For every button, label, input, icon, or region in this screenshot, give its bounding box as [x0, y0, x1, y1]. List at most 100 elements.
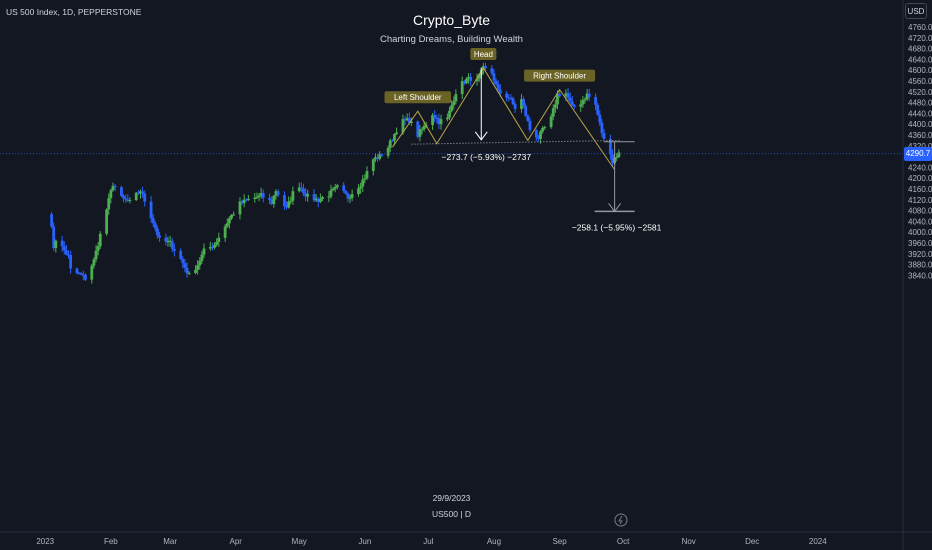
- candle-body: [217, 237, 221, 242]
- candle-body: [371, 159, 375, 172]
- head-label: Head: [474, 50, 493, 59]
- candle-body: [585, 93, 589, 100]
- y-tick-label: 3880.0: [908, 261, 932, 270]
- candle-body: [90, 265, 94, 280]
- x-tick-label: Apr: [230, 537, 243, 546]
- candle-body: [98, 233, 102, 247]
- candle-body: [120, 187, 123, 196]
- candle-body: [170, 240, 174, 249]
- candle-body: [460, 81, 464, 95]
- candle-body: [553, 104, 557, 109]
- author-title: Crypto_Byte: [412, 12, 491, 28]
- candle-body: [302, 188, 305, 194]
- y-tick-label: 4360.0: [908, 131, 932, 140]
- y-tick-label: 4320.0: [908, 142, 932, 151]
- candle-body: [329, 190, 333, 197]
- candle-body: [77, 272, 81, 274]
- candle-body: [348, 197, 352, 199]
- y-tick-label: 4160.0: [908, 185, 932, 194]
- x-tick-label: Feb: [104, 537, 118, 546]
- y-tick-label: 4760.0: [908, 23, 932, 32]
- y-tick-label: 3920.0: [908, 250, 932, 259]
- candle-body: [465, 78, 468, 84]
- candle-body: [312, 194, 316, 201]
- x-tick-label: Dec: [745, 537, 759, 546]
- candle-body: [568, 97, 572, 102]
- x-tick-label: 2023: [36, 537, 54, 546]
- candle-body: [94, 250, 98, 260]
- measure-1-label: −273.7 (−5.93%) −2737: [441, 152, 531, 162]
- measure-2-label: −258.1 (−5.95%) −2581: [572, 222, 662, 232]
- candle-body: [475, 78, 479, 82]
- candle-body: [331, 188, 335, 191]
- y-tick-label: 4440.0: [908, 109, 932, 118]
- candle-body: [149, 201, 153, 219]
- candle-body: [405, 118, 409, 121]
- candle-body: [126, 199, 130, 202]
- candle-body: [111, 185, 115, 191]
- candle-body: [172, 248, 176, 251]
- candle-body: [600, 122, 604, 134]
- candle-body: [437, 118, 441, 125]
- candle-body: [321, 197, 324, 199]
- candle-body: [566, 93, 570, 98]
- candle-body: [240, 201, 244, 204]
- candle-body: [185, 267, 189, 274]
- candle-body: [492, 73, 496, 81]
- candle-body: [268, 197, 271, 200]
- candle-body: [617, 152, 621, 158]
- y-tick-label: 4560.0: [908, 77, 932, 86]
- candle-body: [153, 223, 157, 229]
- candle-body: [232, 214, 236, 216]
- candle-body: [274, 191, 278, 196]
- candle-body: [276, 191, 280, 196]
- candle-body: [507, 97, 511, 99]
- y-tick-label: 4720.0: [908, 34, 932, 43]
- right-shoulder-label: Right Shoulder: [533, 72, 586, 81]
- y-tick-label: 3960.0: [908, 239, 932, 248]
- footer-symbol: US500 | D: [431, 509, 472, 519]
- candle-body: [60, 240, 64, 247]
- y-tick-label: 4400.0: [908, 120, 932, 129]
- candle-body: [454, 94, 458, 102]
- currency-button[interactable]: USD: [905, 3, 927, 19]
- candle-body: [67, 254, 70, 256]
- candle-body: [416, 121, 420, 137]
- candle-body: [202, 248, 206, 255]
- candle-body: [238, 201, 242, 215]
- candle-body: [494, 80, 498, 85]
- candle-body: [541, 128, 545, 132]
- candle-body: [359, 186, 363, 189]
- candle-body: [319, 198, 322, 202]
- left-shoulder-label: Left Shoulder: [394, 93, 442, 102]
- candle-body: [109, 190, 113, 199]
- candle-body: [395, 132, 398, 135]
- candle-body: [297, 187, 301, 192]
- candle-body: [467, 76, 470, 79]
- candle-body: [113, 185, 117, 188]
- candle-body: [573, 105, 576, 107]
- y-tick-label: 4200.0: [908, 174, 932, 183]
- candle-body: [158, 235, 161, 238]
- x-tick-label: May: [292, 537, 307, 546]
- candle-body: [143, 193, 147, 202]
- candle-body: [386, 147, 390, 156]
- y-tick-label: 4080.0: [908, 207, 932, 216]
- x-tick-label: Oct: [617, 537, 630, 546]
- candle-body: [534, 130, 538, 138]
- candle-body: [431, 115, 434, 125]
- candle-body: [107, 198, 111, 210]
- candle-body: [128, 200, 132, 202]
- candle-body: [272, 195, 276, 204]
- candle-body: [179, 250, 183, 259]
- candle-body: [596, 104, 600, 115]
- candle-body: [327, 196, 331, 198]
- candle-body: [96, 246, 100, 251]
- candle-body: [62, 246, 66, 251]
- candle-body: [513, 104, 517, 109]
- candle-body: [291, 191, 295, 201]
- candle-body: [304, 193, 307, 197]
- candle-body: [393, 134, 396, 141]
- candle-body: [166, 241, 170, 243]
